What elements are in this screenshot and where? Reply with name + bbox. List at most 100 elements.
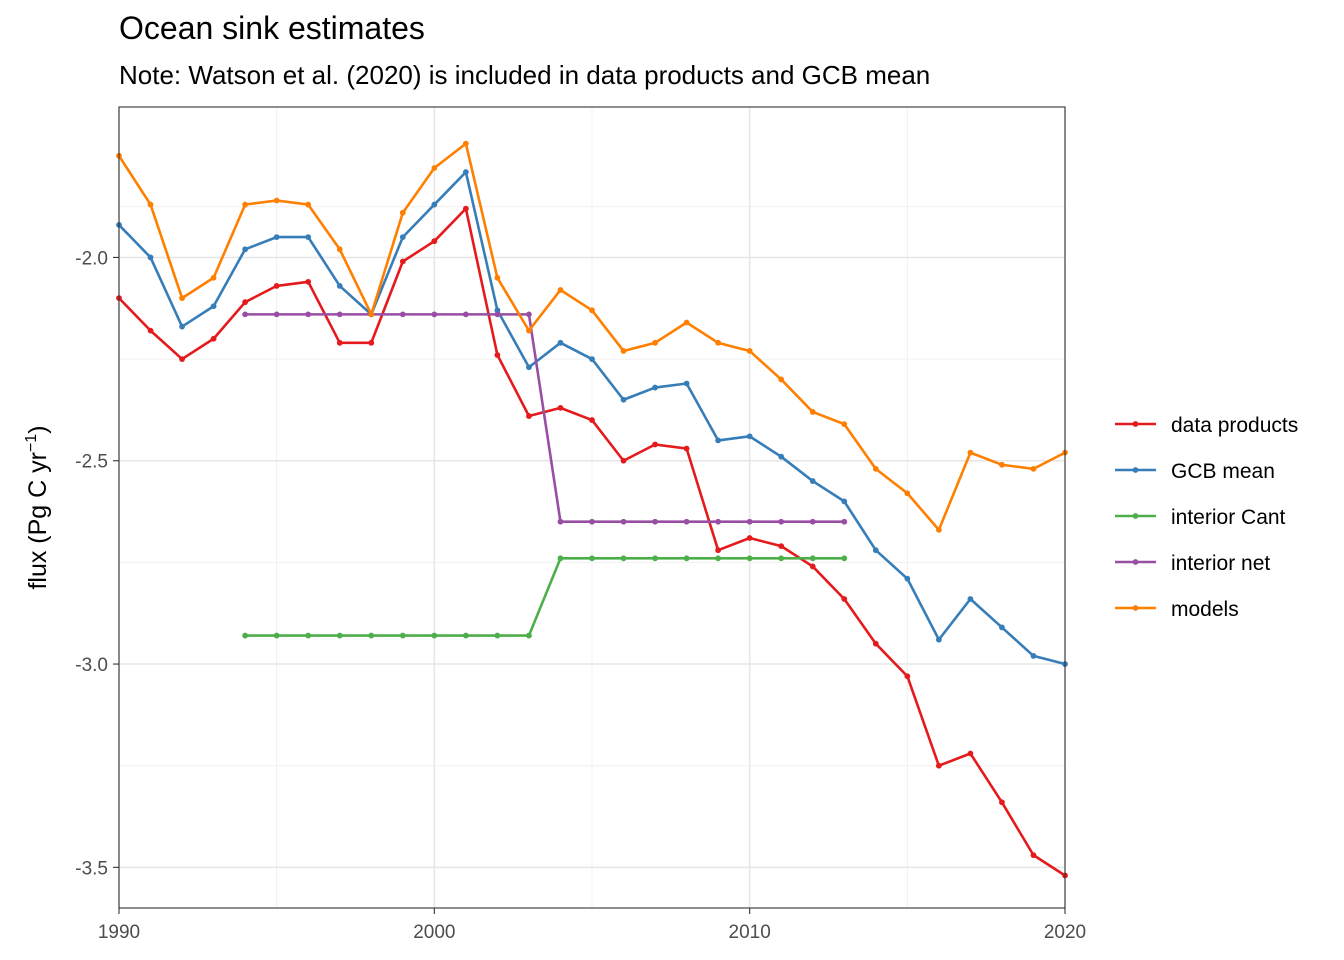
legend-key-point bbox=[1132, 605, 1139, 611]
data-point bbox=[652, 555, 658, 562]
data-point bbox=[305, 201, 312, 208]
data-point bbox=[273, 632, 280, 639]
data-point bbox=[746, 535, 753, 541]
data-point bbox=[683, 555, 690, 562]
data-point bbox=[778, 555, 785, 562]
data-point bbox=[526, 632, 532, 639]
data-point bbox=[999, 461, 1005, 468]
data-point bbox=[841, 498, 848, 505]
axis-ticks bbox=[113, 256, 1066, 914]
data-point bbox=[526, 413, 532, 419]
data-point bbox=[305, 632, 312, 639]
data-point bbox=[368, 632, 375, 639]
data-point bbox=[589, 518, 595, 525]
x-tick-label: 1990 bbox=[98, 922, 140, 943]
data-point bbox=[210, 335, 217, 342]
data-point bbox=[242, 246, 249, 253]
data-point bbox=[809, 563, 816, 570]
data-point bbox=[242, 311, 249, 318]
data-point bbox=[431, 311, 438, 318]
series-interior-cant bbox=[242, 555, 848, 639]
data-point bbox=[210, 303, 217, 310]
minor-gridlines bbox=[119, 107, 1065, 908]
data-point bbox=[368, 311, 375, 318]
data-point bbox=[872, 465, 879, 472]
series-interior-net bbox=[242, 311, 848, 525]
series-line-interior-net bbox=[245, 313, 845, 524]
x-tick-label: 2010 bbox=[729, 922, 771, 943]
data-point bbox=[746, 555, 753, 562]
data-point bbox=[273, 283, 280, 289]
data-point bbox=[336, 283, 343, 289]
data-point bbox=[557, 518, 564, 525]
data-point bbox=[778, 376, 785, 383]
data-point bbox=[431, 238, 438, 245]
data-point bbox=[778, 453, 785, 460]
data-point bbox=[526, 364, 532, 371]
data-point bbox=[336, 246, 343, 253]
series-layer bbox=[116, 140, 1068, 879]
data-point bbox=[715, 339, 722, 346]
data-point bbox=[620, 518, 627, 525]
data-point bbox=[305, 311, 312, 318]
data-point bbox=[746, 518, 753, 525]
data-point bbox=[526, 327, 532, 334]
data-point bbox=[179, 323, 185, 330]
data-point bbox=[305, 278, 312, 285]
legend-key-point bbox=[1132, 421, 1139, 427]
data-point bbox=[809, 518, 816, 525]
data-point bbox=[589, 417, 595, 423]
panel-border bbox=[118, 106, 1066, 909]
legend-label: GCB mean bbox=[1171, 460, 1275, 483]
data-point bbox=[620, 555, 627, 562]
data-point bbox=[683, 518, 690, 525]
data-point bbox=[746, 433, 753, 440]
y-axis-label-end: ) bbox=[24, 425, 52, 433]
data-point bbox=[431, 165, 438, 171]
data-point bbox=[715, 518, 722, 525]
data-point bbox=[557, 555, 564, 562]
data-point bbox=[462, 205, 469, 212]
data-point bbox=[494, 352, 501, 358]
data-point bbox=[841, 596, 848, 602]
data-point bbox=[967, 596, 974, 602]
data-point bbox=[589, 555, 595, 562]
data-point bbox=[431, 632, 438, 639]
data-point bbox=[494, 307, 501, 314]
data-point bbox=[652, 339, 658, 346]
x-tick-label: 2020 bbox=[1044, 922, 1086, 943]
legend-key-point bbox=[1132, 559, 1139, 565]
legend-key-point bbox=[1132, 467, 1139, 473]
y-tick-label: -3.0 bbox=[75, 655, 108, 676]
data-point bbox=[557, 404, 564, 411]
data-point bbox=[652, 518, 658, 525]
series-gcb-mean bbox=[116, 169, 1068, 667]
data-point bbox=[589, 307, 595, 314]
data-point bbox=[904, 490, 911, 497]
data-point bbox=[179, 356, 185, 362]
data-point bbox=[715, 437, 722, 444]
data-point bbox=[620, 396, 627, 403]
data-point bbox=[841, 555, 848, 562]
data-point bbox=[242, 632, 249, 639]
data-point bbox=[999, 624, 1005, 631]
data-point bbox=[935, 636, 942, 643]
data-point bbox=[399, 209, 406, 216]
data-point bbox=[652, 441, 658, 448]
data-point bbox=[462, 311, 469, 318]
axis-tick-labels: 1990 2000 2010 2020 -2.0 -2.5 -3.0 -3.5 bbox=[75, 248, 1086, 943]
legend-item-gcb-mean: GCB mean bbox=[1115, 460, 1275, 483]
data-point bbox=[557, 287, 564, 293]
data-point bbox=[872, 547, 879, 554]
data-point bbox=[1030, 653, 1037, 659]
data-point bbox=[462, 632, 469, 639]
legend-label: models bbox=[1171, 598, 1239, 621]
data-point bbox=[305, 234, 312, 241]
data-point bbox=[872, 640, 879, 647]
data-point bbox=[904, 673, 911, 680]
data-point bbox=[967, 750, 974, 757]
data-point bbox=[715, 547, 722, 554]
data-point bbox=[147, 254, 154, 261]
data-point bbox=[904, 575, 911, 582]
